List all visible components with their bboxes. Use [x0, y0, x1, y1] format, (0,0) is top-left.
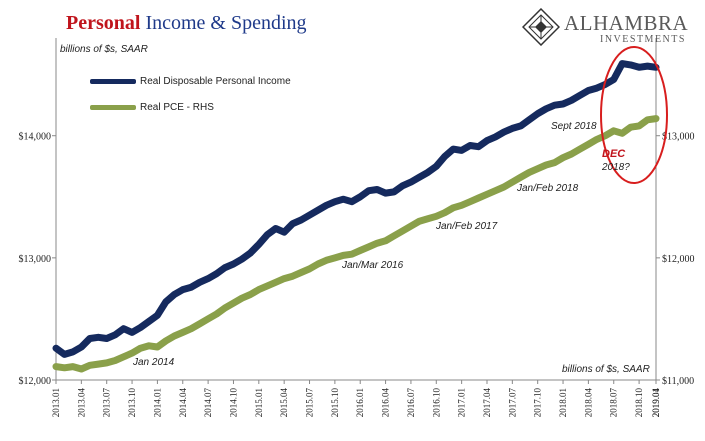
- legend-swatch-pce: [90, 105, 136, 110]
- chart-title: Personal Income & Spending: [66, 12, 307, 35]
- x-tick-label: 2017.01: [457, 388, 467, 417]
- annotation-janmar2016: Jan/Mar 2016: [342, 260, 404, 271]
- x-tick-label: 2014.01: [152, 388, 162, 417]
- x-tick-label: 2013.10: [127, 388, 137, 418]
- x-tick-label: 2018.07: [609, 388, 619, 418]
- x-tick-label: 2017.10: [533, 388, 543, 418]
- y-right-tick-label: $11,000: [662, 376, 694, 387]
- x-tick-label: 2015.01: [254, 388, 264, 417]
- brand-subtitle: INVESTMENTS: [600, 34, 686, 45]
- x-tick-label: 2013.01: [51, 388, 61, 417]
- annotation-jan2014: Jan 2014: [133, 357, 175, 368]
- x-tick-label: 2016.07: [406, 388, 416, 418]
- legend-item-income: Real Disposable Personal Income: [90, 76, 291, 87]
- x-tick-label: 2015.07: [305, 388, 315, 418]
- x-tick-label: 2016.04: [381, 388, 391, 418]
- annotation-janfeb2018: Jan/Feb 2018: [517, 183, 579, 194]
- series-line-pce: [52, 115, 660, 373]
- legend-label-income: Real Disposable Personal Income: [140, 76, 291, 87]
- x-tick-label: 2018.01: [558, 388, 568, 417]
- title-rest: Income & Spending: [145, 12, 307, 34]
- legend-item-pce: Real PCE - RHS: [90, 102, 214, 113]
- diamond-lattice-icon: [522, 8, 560, 46]
- x-tick-label: 2014.04: [178, 388, 188, 418]
- annotation-sept2018: Sept 2018: [551, 121, 597, 132]
- x-tick-label: 2017.04: [482, 388, 492, 418]
- x-tick-label: 2019.01: [651, 388, 661, 417]
- chart-axes: $12,000 $13,000 $14,000 $11,000 $12,000 $13,0…: [19, 38, 695, 417]
- y-right-tick-label: $12,000: [662, 254, 695, 265]
- x-tick-label: 2013.04: [76, 388, 86, 418]
- x-tick-label: 2018.04: [583, 388, 593, 418]
- brand-logo: ALHAMBRA INVESTMENTS: [520, 6, 700, 50]
- legend-label-pce: Real PCE - RHS: [140, 102, 214, 113]
- x-tick-label: 2016.10: [431, 388, 441, 418]
- x-tick-label: 2017.07: [507, 388, 517, 418]
- chart-series-group: [52, 60, 660, 373]
- annotation-janfeb2017: Jan/Feb 2017: [436, 221, 498, 232]
- x-tick-label: 2015.04: [279, 388, 289, 418]
- units-label-top: billions of $s, SAAR: [60, 44, 148, 55]
- annotation-dec: DEC: [602, 148, 626, 160]
- x-tick-label: 2013.07: [102, 388, 112, 418]
- y-right-tick-label: $13,000: [662, 132, 695, 143]
- x-tick-label: 2014.07: [203, 388, 213, 418]
- series-line-income: [52, 60, 660, 358]
- x-tick-label: 2016.01: [355, 388, 365, 417]
- y-left-tick-label: $12,000: [19, 376, 52, 387]
- brand-name: ALHAMBRA: [564, 11, 689, 35]
- title-highlight: Personal: [66, 12, 141, 34]
- y-left-tick-label: $13,000: [19, 254, 52, 265]
- x-tick-label: 2014.10: [228, 388, 238, 418]
- y-left-tick-label: $14,000: [19, 132, 52, 143]
- x-tick-label: 2015.10: [330, 388, 340, 418]
- annotation-dec-question: 2018?: [602, 162, 630, 173]
- x-tick-label: 2019.04: [651, 388, 661, 418]
- units-label-bottom: billions of $s, SAAR: [562, 364, 650, 375]
- highlight-circle: [600, 46, 668, 184]
- x-tick-label: 2018.10: [634, 388, 644, 418]
- legend-swatch-income: [90, 79, 136, 84]
